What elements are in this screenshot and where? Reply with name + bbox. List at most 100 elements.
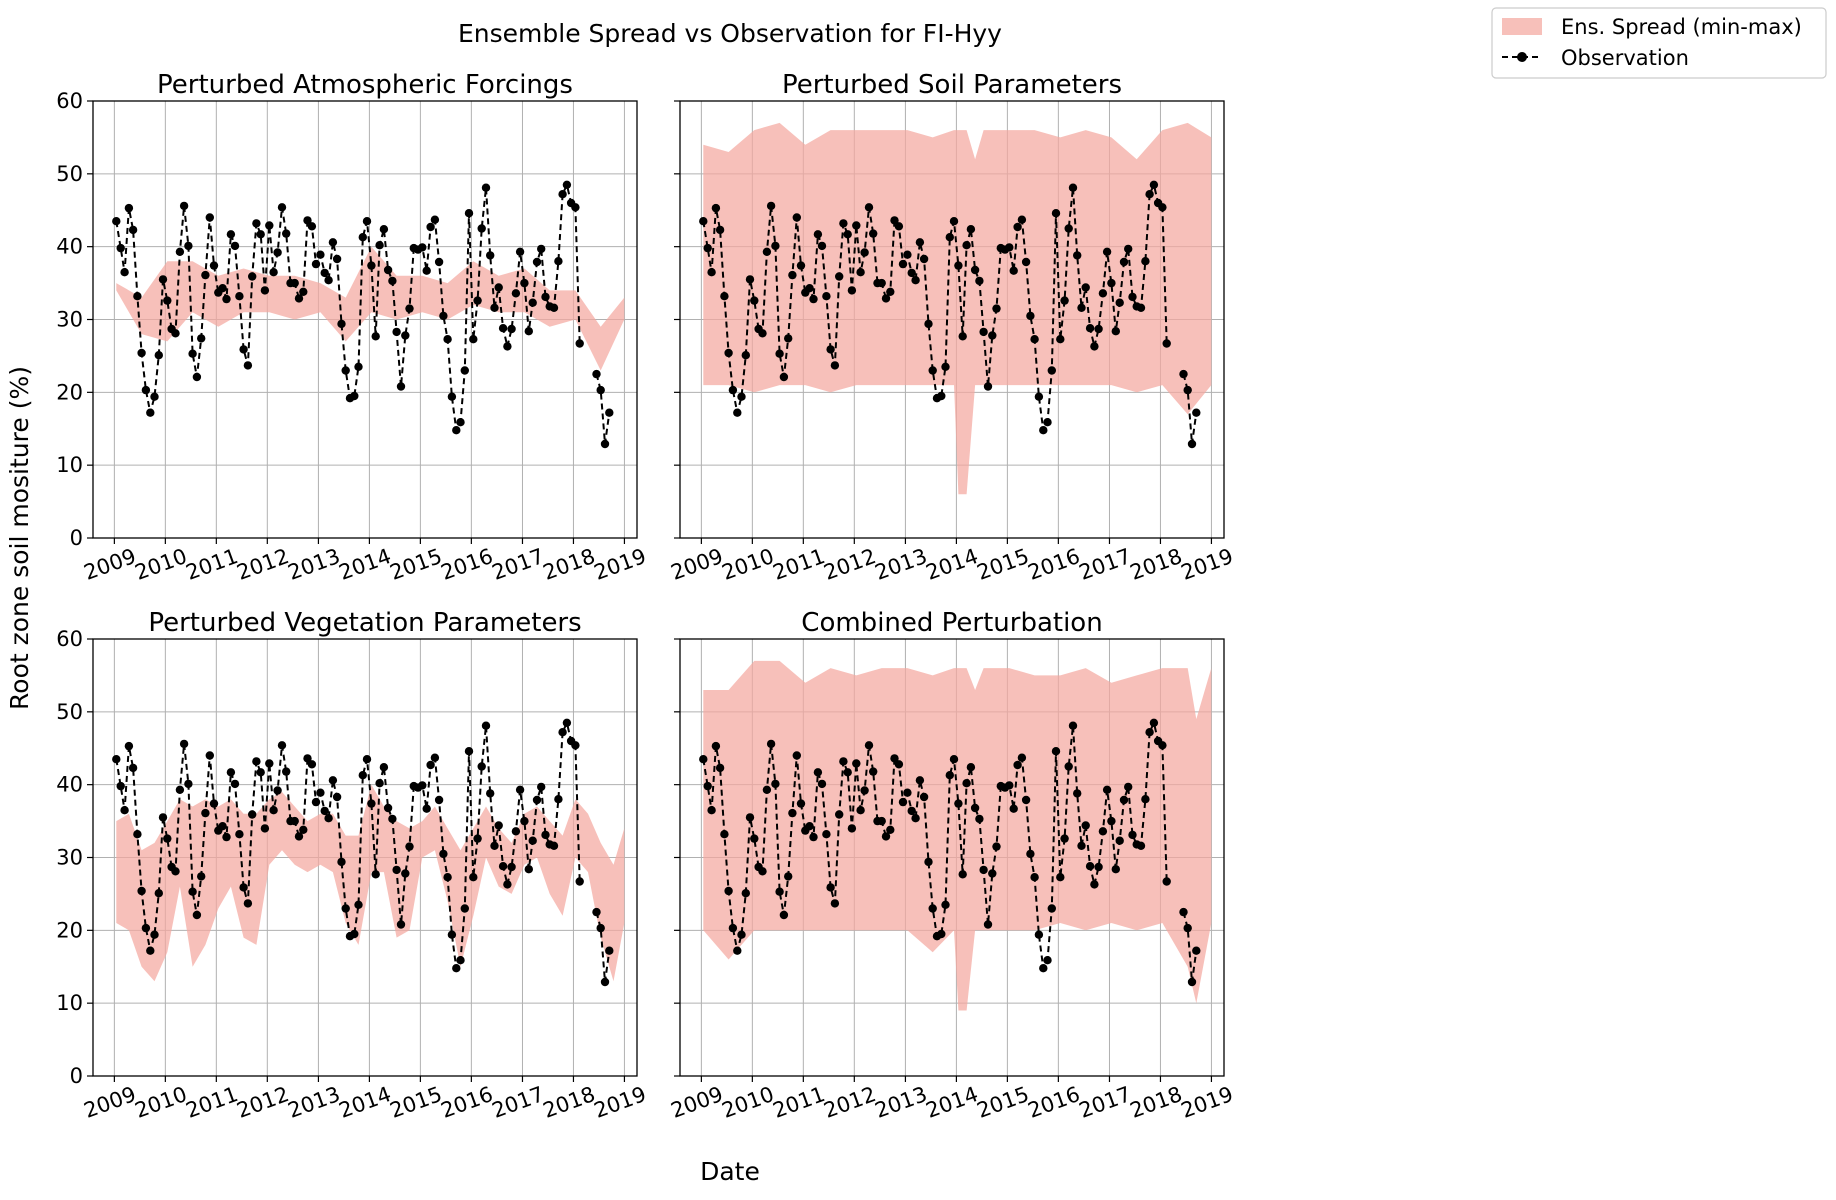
observation-point: [788, 809, 796, 817]
observation-point: [839, 757, 847, 765]
observation-point: [1030, 873, 1038, 881]
observation-point: [1073, 251, 1081, 259]
observation-point: [507, 325, 515, 333]
observation-point: [1163, 339, 1171, 347]
observation-point: [465, 209, 473, 217]
observation-point: [537, 245, 545, 253]
observation-point: [699, 755, 707, 763]
observation-point: [443, 335, 451, 343]
observation-point: [1013, 761, 1021, 769]
observation-point: [729, 386, 737, 394]
observation-point: [1013, 223, 1021, 231]
observation-point: [380, 225, 388, 233]
observation-point: [929, 366, 937, 374]
observation-point: [1145, 190, 1153, 198]
observation-point: [435, 796, 443, 804]
observation-point: [439, 850, 447, 858]
y-tick-label: 20: [56, 918, 83, 942]
observation-point: [784, 872, 792, 880]
observation-point: [516, 248, 524, 256]
observation-point: [1099, 827, 1107, 835]
observation-point: [1035, 931, 1043, 939]
observation-point: [605, 947, 613, 955]
observation-point: [852, 759, 860, 767]
observation-point: [333, 255, 341, 263]
observation-point: [1128, 293, 1136, 301]
observation-point: [482, 184, 490, 192]
y-tick-label: 40: [56, 235, 83, 259]
observation-point: [1112, 327, 1120, 335]
observation-point: [576, 877, 584, 885]
observation-point: [941, 363, 949, 371]
observation-point: [176, 248, 184, 256]
observation-point: [967, 225, 975, 233]
observation-point: [129, 226, 137, 234]
observation-point: [571, 203, 579, 211]
observation-point: [388, 277, 396, 285]
observation-point: [1086, 324, 1094, 332]
observation-point: [750, 296, 758, 304]
y-tick-label: 50: [56, 700, 83, 724]
observation-point: [563, 181, 571, 189]
observation-point: [316, 789, 324, 797]
observation-point: [822, 830, 830, 838]
observation-point: [558, 190, 566, 198]
observation-point: [869, 229, 877, 237]
observation-point: [125, 742, 133, 750]
observation-point: [435, 258, 443, 266]
observation-point: [503, 880, 511, 888]
observation-point: [452, 964, 460, 972]
observation-point: [529, 299, 537, 307]
observation-point: [206, 751, 214, 759]
observation-point: [1018, 216, 1026, 224]
legend-observation-marker: [1517, 52, 1527, 62]
observation-point: [1082, 821, 1090, 829]
observation-point: [1090, 342, 1098, 350]
observation-point: [1158, 203, 1166, 211]
observation-point: [439, 312, 447, 320]
observation-point: [473, 296, 481, 304]
observation-point: [418, 243, 426, 251]
observation-point: [1150, 719, 1158, 727]
observation-point: [137, 349, 145, 357]
observation-point: [512, 827, 520, 835]
observation-point: [750, 834, 758, 842]
observation-point: [490, 304, 498, 312]
observation-point: [954, 799, 962, 807]
observation-point: [201, 809, 209, 817]
observation-point: [937, 392, 945, 400]
observation-point: [273, 248, 281, 256]
observation-point: [342, 366, 350, 374]
observation-point: [950, 755, 958, 763]
observation-point: [597, 386, 605, 394]
observation-point: [269, 806, 277, 814]
observation-point: [737, 931, 745, 939]
observation-point: [563, 719, 571, 727]
observation-point: [235, 830, 243, 838]
observation-point: [486, 789, 494, 797]
observation-point: [558, 728, 566, 736]
observation-point: [716, 226, 724, 234]
observation-point: [729, 924, 737, 932]
observation-point: [117, 782, 125, 790]
y-tick-label: 60: [56, 627, 83, 651]
observation-point: [206, 213, 214, 221]
observation-point: [844, 230, 852, 238]
observation-point: [886, 826, 894, 834]
observation-point: [716, 764, 724, 772]
observation-point: [342, 904, 350, 912]
observation-point: [1179, 908, 1187, 916]
observation-point: [869, 767, 877, 775]
observation-point: [1116, 837, 1124, 845]
observation-point: [443, 873, 451, 881]
observation-point: [1018, 754, 1026, 762]
observation-point: [554, 795, 562, 803]
observation-point: [763, 248, 771, 256]
observation-point: [1060, 834, 1068, 842]
observation-point: [1086, 862, 1094, 870]
observation-point: [155, 351, 163, 359]
observation-point: [218, 284, 226, 292]
y-tick-label: 10: [56, 991, 83, 1015]
observation-point: [1010, 267, 1018, 275]
